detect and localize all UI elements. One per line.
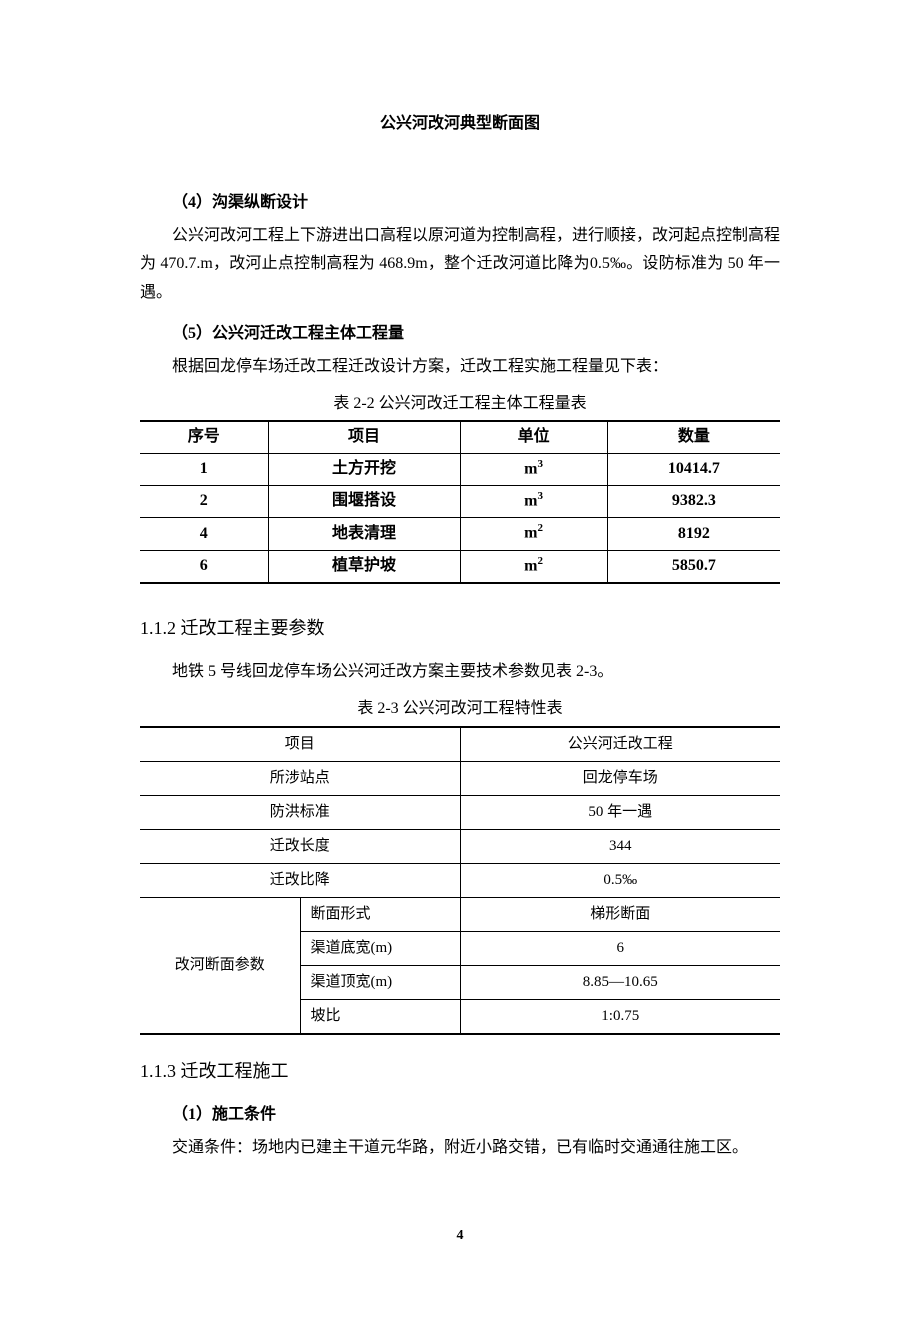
table-row: 项目 公兴河迁改工程 xyxy=(140,727,780,762)
table-row: 迁改长度 344 xyxy=(140,829,780,863)
cell-value: 8.85—10.65 xyxy=(460,965,780,999)
cell-value: 1:0.75 xyxy=(460,999,780,1034)
cell-value: 344 xyxy=(460,829,780,863)
table1-header-unit: 单位 xyxy=(460,421,607,453)
unit-base: m xyxy=(524,525,537,542)
section5-paragraph: 根据回龙停车场迁改工程迁改设计方案，迁改工程实施工程量见下表： xyxy=(140,353,780,382)
table-row: 迁改比降 0.5‰ xyxy=(140,863,780,897)
table1: 序号 项目 单位 数量 1 土方开挖 m3 10414.7 2 围堰搭设 m3 … xyxy=(140,420,780,583)
cell-seq: 1 xyxy=(140,454,268,486)
cell-label: 迁改比降 xyxy=(140,863,460,897)
cell-value: 梯形断面 xyxy=(460,897,780,931)
cell-unit: m3 xyxy=(460,454,607,486)
cell-sublabel: 断面形式 xyxy=(300,897,460,931)
cell-sublabel: 渠道底宽(m) xyxy=(300,931,460,965)
table-row: 6 植草护坡 m2 5850.7 xyxy=(140,550,780,583)
cell-value: 回龙停车场 xyxy=(460,761,780,795)
cond-paragraph: 交通条件：场地内已建主干道元华路，附近小路交错，已有临时交通通往施工区。 xyxy=(140,1134,780,1163)
unit-sup: 3 xyxy=(538,490,544,502)
cell-item: 土方开挖 xyxy=(268,454,460,486)
figure-caption: 公兴河改河典型断面图 xyxy=(140,110,780,139)
cell-qty: 9382.3 xyxy=(607,486,780,518)
cell-seq: 4 xyxy=(140,518,268,550)
unit-sup: 2 xyxy=(538,522,544,534)
page-number: 4 xyxy=(140,1223,780,1248)
cell-label: 项目 xyxy=(140,727,460,762)
table2: 项目 公兴河迁改工程 所涉站点 回龙停车场 防洪标准 50 年一遇 迁改长度 3… xyxy=(140,726,780,1035)
table-row: 4 地表清理 m2 8192 xyxy=(140,518,780,550)
cell-label: 所涉站点 xyxy=(140,761,460,795)
cell-sublabel: 坡比 xyxy=(300,999,460,1034)
cell-sublabel: 渠道顶宽(m) xyxy=(300,965,460,999)
cell-seq: 2 xyxy=(140,486,268,518)
table-row: 1 土方开挖 m3 10414.7 xyxy=(140,454,780,486)
cell-unit: m3 xyxy=(460,486,607,518)
cell-group-label: 改河断面参数 xyxy=(140,897,300,1034)
unit-sup: 3 xyxy=(538,458,544,470)
subsection113-heading: 1.1.3 迁改工程施工 xyxy=(140,1055,780,1087)
table-row: 所涉站点 回龙停车场 xyxy=(140,761,780,795)
cond-heading: （1）施工条件 xyxy=(140,1101,780,1130)
cell-item: 地表清理 xyxy=(268,518,460,550)
subsection112-heading: 1.1.2 迁改工程主要参数 xyxy=(140,612,780,644)
cell-label: 防洪标准 xyxy=(140,795,460,829)
table1-caption: 表 2-2 公兴河改迁工程主体工程量表 xyxy=(140,390,780,419)
cell-unit: m2 xyxy=(460,518,607,550)
unit-base: m xyxy=(524,557,537,574)
section4-heading: （4）沟渠纵断设计 xyxy=(140,189,780,218)
table1-header-row: 序号 项目 单位 数量 xyxy=(140,421,780,453)
table-row: 改河断面参数 断面形式 梯形断面 xyxy=(140,897,780,931)
cell-value: 50 年一遇 xyxy=(460,795,780,829)
cell-qty: 10414.7 xyxy=(607,454,780,486)
table2-caption: 表 2-3 公兴河改河工程特性表 xyxy=(140,695,780,724)
cell-seq: 6 xyxy=(140,550,268,583)
table-row: 防洪标准 50 年一遇 xyxy=(140,795,780,829)
table1-header-item: 项目 xyxy=(268,421,460,453)
cell-value: 6 xyxy=(460,931,780,965)
cell-item: 围堰搭设 xyxy=(268,486,460,518)
cell-qty: 5850.7 xyxy=(607,550,780,583)
subsection112-paragraph: 地铁 5 号线回龙停车场公兴河迁改方案主要技术参数见表 2-3。 xyxy=(140,658,780,687)
cell-value: 公兴河迁改工程 xyxy=(460,727,780,762)
cell-label: 迁改长度 xyxy=(140,829,460,863)
unit-base: m xyxy=(524,493,537,510)
unit-base: m xyxy=(524,461,537,478)
unit-sup: 2 xyxy=(538,555,544,567)
cell-qty: 8192 xyxy=(607,518,780,550)
table1-header-seq: 序号 xyxy=(140,421,268,453)
section4-paragraph: 公兴河改河工程上下游进出口高程以原河道为控制高程，进行顺接，改河起点控制高程为 … xyxy=(140,222,780,308)
table-row: 2 围堰搭设 m3 9382.3 xyxy=(140,486,780,518)
section5-heading: （5）公兴河迁改工程主体工程量 xyxy=(140,320,780,349)
table1-header-qty: 数量 xyxy=(607,421,780,453)
cell-unit: m2 xyxy=(460,550,607,583)
cell-value: 0.5‰ xyxy=(460,863,780,897)
cell-item: 植草护坡 xyxy=(268,550,460,583)
